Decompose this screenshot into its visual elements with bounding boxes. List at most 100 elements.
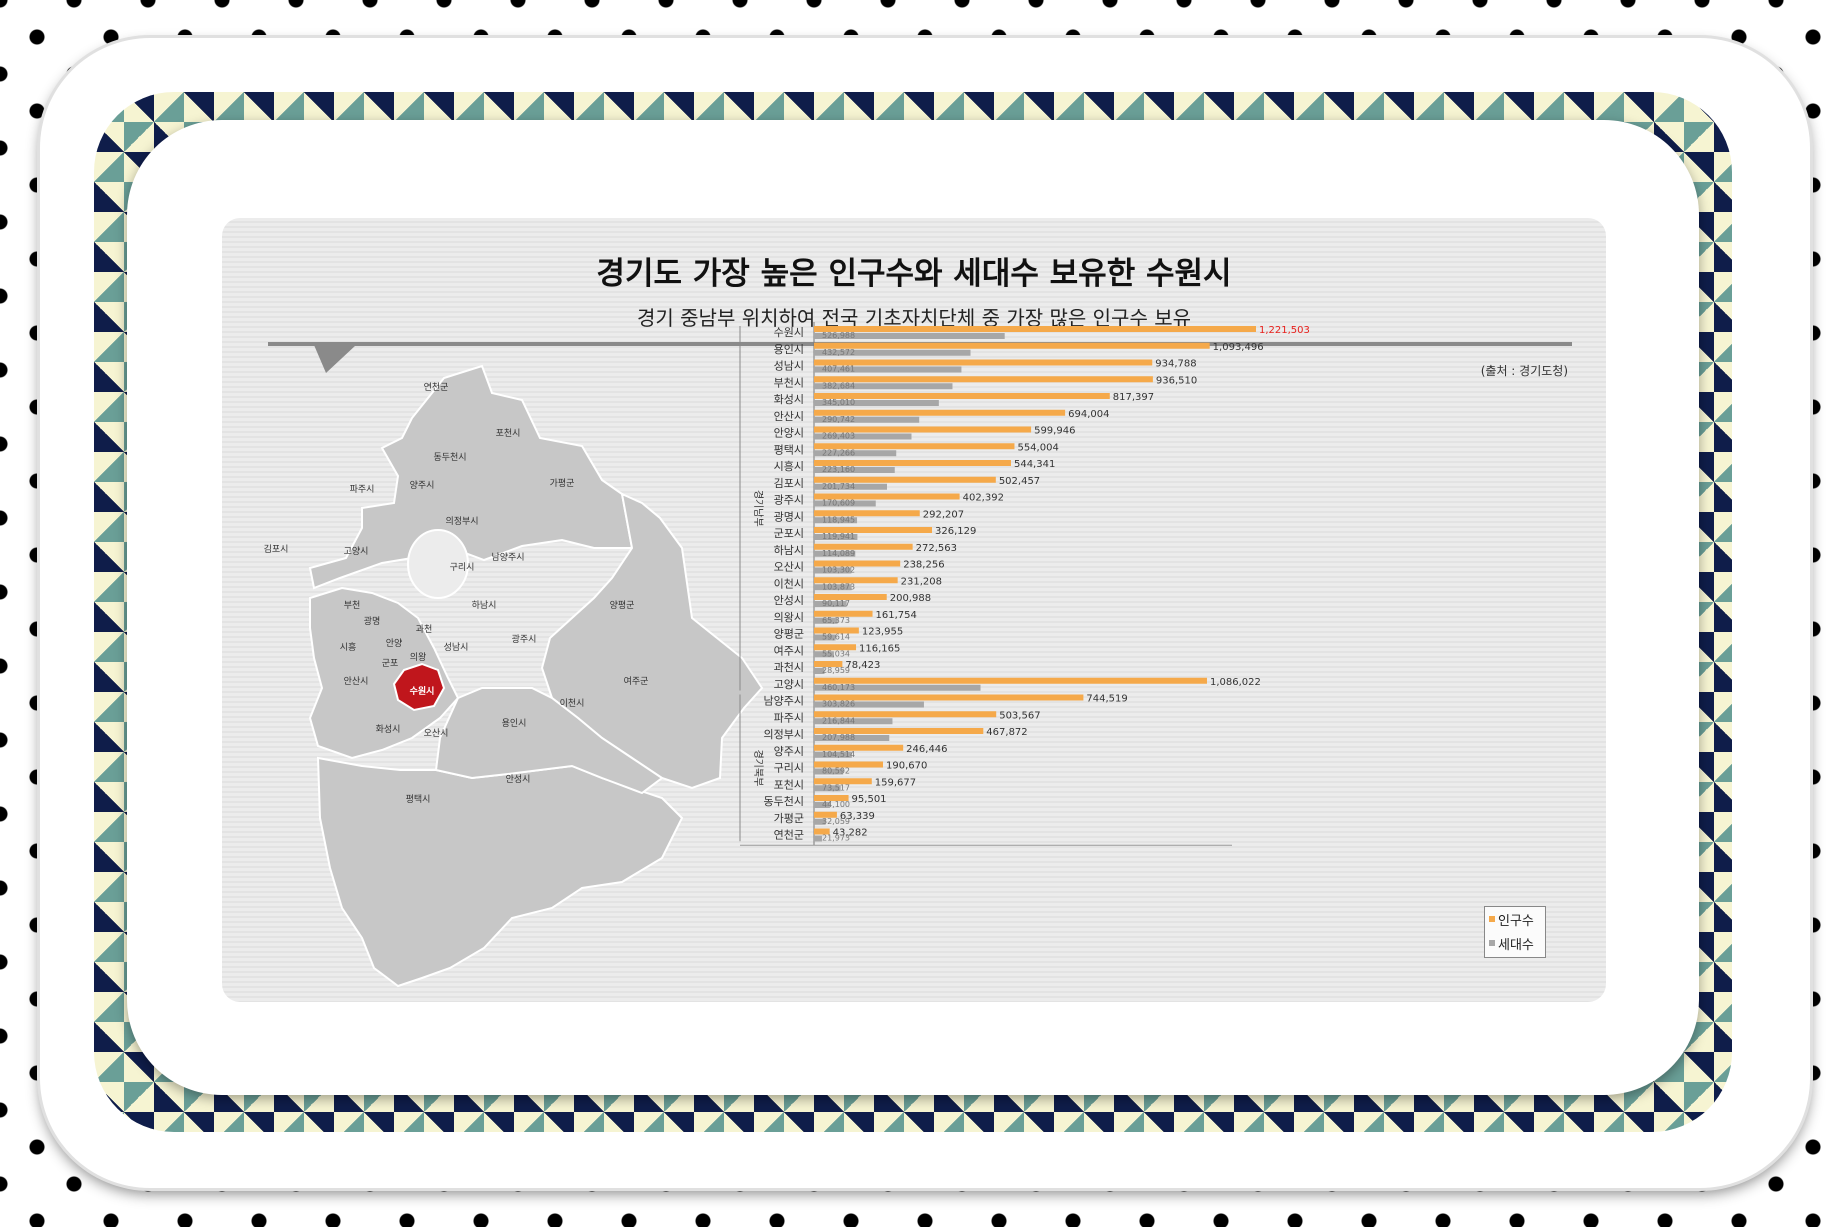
bar-population — [814, 560, 901, 567]
value-label-population: 744,519 — [1086, 694, 1127, 705]
value-label-households: 201,734 — [822, 482, 855, 491]
bar-households — [814, 567, 852, 574]
value-label-population: 502,457 — [999, 476, 1040, 487]
bar-population — [814, 811, 837, 818]
value-label-population: 159,677 — [875, 777, 916, 788]
bar-households — [814, 467, 895, 473]
map-label: 파주시 — [350, 484, 375, 495]
value-label-households: 118,945 — [822, 515, 855, 524]
bar-households — [814, 416, 920, 423]
bar-population — [814, 577, 898, 584]
value-label-population: 78,423 — [845, 660, 880, 671]
bar-population — [814, 594, 887, 600]
map-label: 하남시 — [472, 600, 497, 611]
map-label: 광주시 — [512, 633, 537, 645]
category-label: 광주시 — [774, 494, 804, 507]
value-label-households: 59,614 — [822, 633, 850, 642]
bar-population — [814, 359, 1153, 366]
bar-households — [814, 701, 924, 708]
category-label: 김포시 — [774, 477, 804, 490]
bar-households — [814, 400, 939, 406]
value-label-population: 934,788 — [1155, 359, 1196, 370]
page-title: 경기도 가장 높은 인구수와 세대수 보유한 수원시 — [596, 256, 1232, 292]
bar-population — [814, 376, 1153, 383]
map-label: 고양시 — [344, 546, 369, 557]
category-label: 안산시 — [774, 410, 804, 423]
value-label-population: 554,004 — [1017, 442, 1058, 453]
seoul-hole — [407, 529, 469, 599]
category-label: 양평군 — [774, 628, 804, 641]
value-label-households: 407,461 — [822, 365, 855, 374]
bar-population — [814, 543, 913, 550]
value-label-households: 80,592 — [822, 767, 850, 776]
bar-households — [814, 500, 876, 507]
category-label: 구리시 — [774, 762, 804, 775]
bar-population — [814, 460, 1011, 466]
source-note: (출처 : 경기도청) — [1480, 364, 1568, 378]
value-label-households: 526,988 — [822, 331, 855, 340]
map-label: 의정부시 — [445, 516, 478, 527]
bar-households — [814, 768, 844, 775]
map-label: 평택시 — [406, 794, 431, 805]
value-label-population: 936,510 — [1156, 375, 1197, 386]
bar-population — [814, 694, 1084, 701]
bar-households — [814, 835, 822, 842]
value-label-households: 104,514 — [822, 750, 855, 759]
category-label: 하남시 — [774, 543, 804, 557]
bar-households — [814, 450, 897, 457]
value-label-population: 200,988 — [890, 593, 931, 604]
map-label: 용인시 — [502, 718, 527, 729]
divider-notch — [314, 345, 356, 373]
value-label-population: 272,563 — [916, 543, 957, 554]
value-label-population: 1,093,496 — [1213, 342, 1264, 353]
value-label-households: 269,403 — [822, 432, 855, 441]
map-region-suwon — [392, 662, 446, 712]
map-label: 연천군 — [424, 382, 449, 393]
bar-population — [814, 326, 1256, 332]
value-label-households: 103,302 — [822, 566, 855, 575]
category-label: 안성시 — [774, 594, 804, 607]
map-label: 광명 — [364, 615, 381, 627]
map-label: 포천시 — [496, 428, 521, 439]
bar-households — [814, 802, 830, 808]
bar-population — [814, 795, 849, 801]
legend-item-households: 세대수 — [1485, 931, 1545, 955]
value-label-population: 292,207 — [923, 509, 964, 520]
bar-population — [814, 627, 859, 634]
category-label: 부천시 — [774, 375, 804, 389]
map-label: 양평군 — [610, 600, 635, 611]
category-label: 성남시 — [774, 360, 804, 373]
category-label: 평택시 — [774, 443, 804, 456]
map-label: 안양 — [386, 638, 403, 649]
category-label: 이천시 — [774, 576, 804, 590]
value-label-households: 114,089 — [822, 549, 855, 558]
category-label: 시흥시 — [774, 459, 804, 473]
category-label: 동두천시 — [764, 794, 804, 808]
map-label: 안산시 — [344, 676, 369, 687]
value-label-households: 44,100 — [822, 800, 850, 809]
legend-swatch-population — [1489, 916, 1495, 922]
bar-households — [814, 735, 890, 741]
map-label: 의왕 — [410, 652, 427, 663]
bar-households — [814, 433, 912, 440]
value-label-households: 119,941 — [822, 532, 855, 541]
value-label-population: 817,397 — [1113, 392, 1154, 403]
bar-population — [814, 677, 1207, 684]
bar-population — [814, 644, 857, 651]
population-bar-chart: 수원시 1,221,503 526,988 용인시 1,093,496 432,572 성남… — [739, 322, 1310, 846]
value-label-population: 95,501 — [852, 794, 887, 805]
bar-population — [814, 393, 1110, 399]
value-label-households: 460,173 — [822, 683, 855, 692]
bar-population — [814, 426, 1032, 433]
bar-households — [814, 333, 1005, 339]
value-label-population: 238,256 — [903, 560, 944, 571]
map-label: 안성시 — [506, 774, 531, 785]
group-label: 경기북부 — [752, 749, 765, 786]
value-label-population: 544,341 — [1014, 459, 1055, 470]
category-label: 의정부시 — [764, 728, 804, 741]
category-label: 파주시 — [774, 711, 804, 724]
map-label: 과천 — [416, 624, 433, 635]
map-label: 시흥 — [340, 641, 357, 653]
map-label: 이천시 — [560, 698, 585, 709]
value-label-households: 65,373 — [822, 616, 850, 625]
